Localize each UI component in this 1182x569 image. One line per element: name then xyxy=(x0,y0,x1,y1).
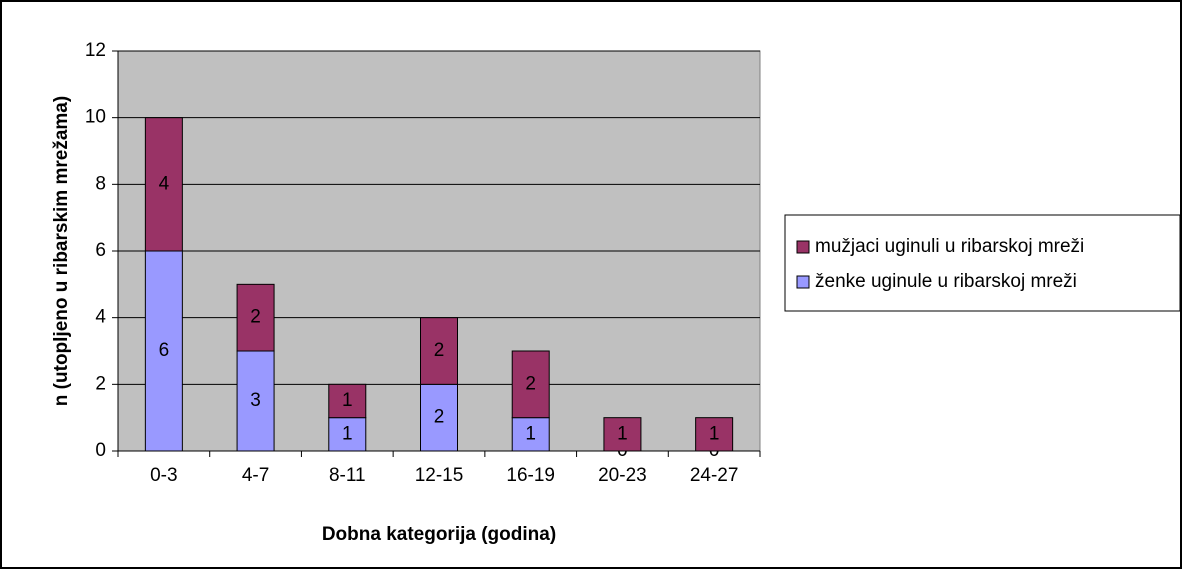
bar-segment xyxy=(420,317,458,385)
x-tick-label: 12-15 xyxy=(415,465,464,486)
x-tick-label: 4-7 xyxy=(242,465,269,486)
data-label: 2 xyxy=(250,307,261,328)
y-axis-title: n (utopljeno u ribarskim mrežama) xyxy=(51,96,72,406)
legend-label: mužjaci uginuli u ribarskoj mreži xyxy=(815,236,1084,257)
bar-segment xyxy=(420,383,458,452)
data-label: 1 xyxy=(342,390,353,411)
data-label: 1 xyxy=(709,423,720,444)
bar-segment xyxy=(328,417,367,452)
y-tick-label: 2 xyxy=(95,373,106,394)
y-tick-label: 0 xyxy=(95,440,106,461)
x-tick-label: 8-11 xyxy=(329,465,366,486)
legend-box xyxy=(784,214,1181,312)
y-tick-label: 12 xyxy=(85,40,106,61)
data-label: 1 xyxy=(617,423,628,444)
data-label: 4 xyxy=(159,173,170,194)
bar-segment xyxy=(511,350,550,419)
data-label: 2 xyxy=(525,373,536,394)
data-label: 1 xyxy=(525,423,536,444)
y-tick-label: 10 xyxy=(85,107,106,128)
y-tick-label: 6 xyxy=(95,240,106,261)
legend-swatch xyxy=(796,275,810,289)
data-label: 6 xyxy=(159,340,170,361)
x-tick-label: 24-27 xyxy=(690,465,739,486)
data-label: 3 xyxy=(250,390,261,411)
bar-segment xyxy=(236,283,275,352)
y-tick-label: 4 xyxy=(95,307,106,328)
x-tick-label: 0-3 xyxy=(150,465,177,486)
legend-label: ženke uginule u ribarskoj mreži xyxy=(815,271,1077,292)
x-tick-label: 16-19 xyxy=(506,465,555,486)
data-label: 2 xyxy=(434,340,445,361)
data-label: 2 xyxy=(434,407,445,428)
bar-segment xyxy=(328,383,367,419)
x-tick-label: 20-23 xyxy=(598,465,647,486)
x-axis-title: Dobna kategorija (godina) xyxy=(322,524,556,545)
bar-segment xyxy=(603,417,642,452)
y-tick-label: 8 xyxy=(95,173,106,194)
data-label: 1 xyxy=(342,423,353,444)
bar-segment xyxy=(695,417,734,452)
bar-segment xyxy=(144,117,183,252)
legend-swatch xyxy=(796,240,810,254)
